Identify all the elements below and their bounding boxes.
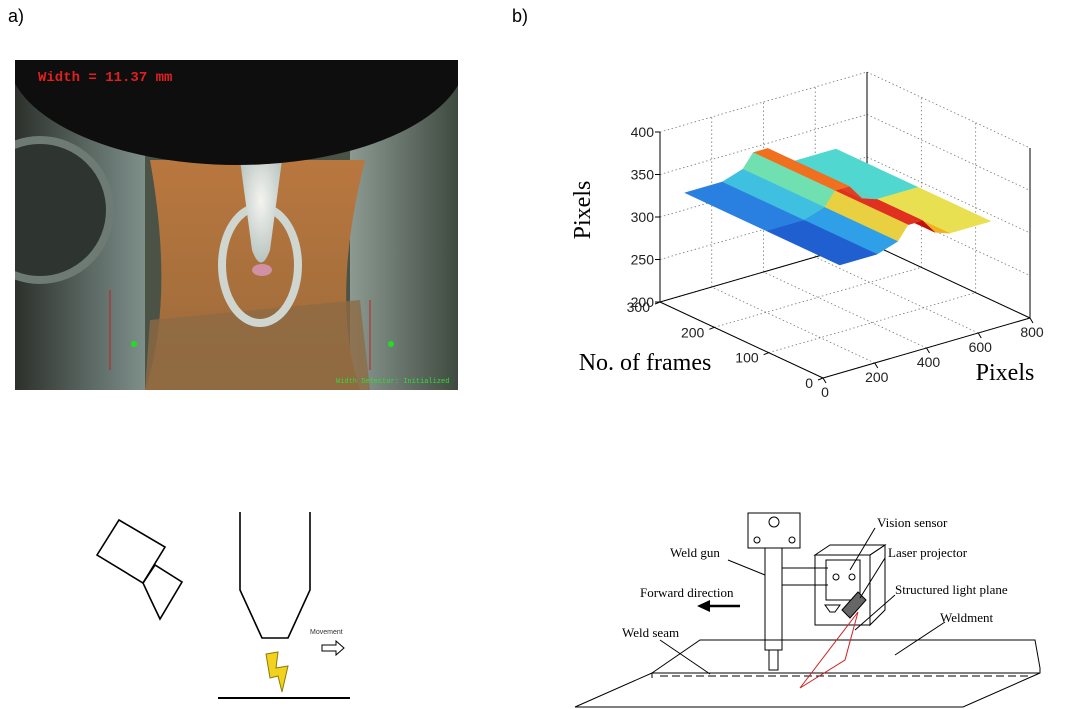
x-tick-label: 600 bbox=[969, 339, 993, 355]
z-axis-label: Pixels bbox=[570, 181, 596, 240]
setup-label: Structured light plane bbox=[895, 582, 1008, 597]
tick-mark bbox=[818, 378, 823, 380]
x-tick-label: 400 bbox=[917, 354, 941, 370]
grid-line bbox=[769, 293, 976, 353]
setup-label: Laser projector bbox=[888, 545, 968, 560]
tick-mark bbox=[709, 327, 714, 329]
y-tick-label: 100 bbox=[735, 350, 759, 366]
tick-mark bbox=[875, 363, 878, 368]
weld-photo bbox=[0, 0, 467, 390]
z-tick-label: 250 bbox=[631, 252, 655, 268]
overlay-text: Width = 11.37 mm bbox=[38, 70, 172, 86]
tick-mark bbox=[927, 348, 930, 353]
z-tick-label: 300 bbox=[631, 209, 655, 225]
figure: a) b) Width = 11.37 mm Width Detector: I… bbox=[0, 0, 1067, 709]
tick-mark bbox=[823, 378, 826, 383]
status-text: Width Detector: Initialized bbox=[336, 378, 449, 386]
setup-label: Forward direction bbox=[640, 585, 734, 600]
x-tick-label: 0 bbox=[821, 384, 829, 400]
y-axis-label: No. of frames bbox=[579, 350, 712, 376]
z-tick-label: 200 bbox=[631, 294, 655, 310]
panel-label: a) bbox=[8, 6, 24, 26]
movement-label: Movement bbox=[310, 629, 343, 636]
z-tick-label: 400 bbox=[631, 124, 655, 140]
tick-mark bbox=[764, 353, 769, 355]
x-tick-label: 800 bbox=[1020, 324, 1044, 340]
camera-schematic bbox=[97, 512, 350, 698]
panel-label: b) bbox=[512, 6, 528, 26]
setup-label: Weld seam bbox=[622, 625, 679, 640]
grid-line bbox=[764, 272, 927, 348]
grid-line bbox=[815, 257, 978, 333]
tick-mark bbox=[978, 333, 981, 338]
setup-label: Weldment bbox=[940, 610, 993, 625]
z-tick-label: 350 bbox=[631, 167, 655, 183]
axis-line bbox=[867, 242, 1030, 318]
x-axis-label: Pixels bbox=[976, 360, 1035, 386]
grid-line bbox=[867, 72, 1030, 148]
x-tick-label: 200 bbox=[865, 369, 889, 385]
setup-label: Vision sensor bbox=[877, 515, 948, 530]
y-tick-label: 200 bbox=[681, 324, 705, 340]
y-tick-label: 0 bbox=[805, 375, 813, 391]
setup-label: Weld gun bbox=[670, 545, 720, 560]
tick-mark bbox=[1030, 318, 1033, 323]
grid-line bbox=[714, 267, 921, 327]
